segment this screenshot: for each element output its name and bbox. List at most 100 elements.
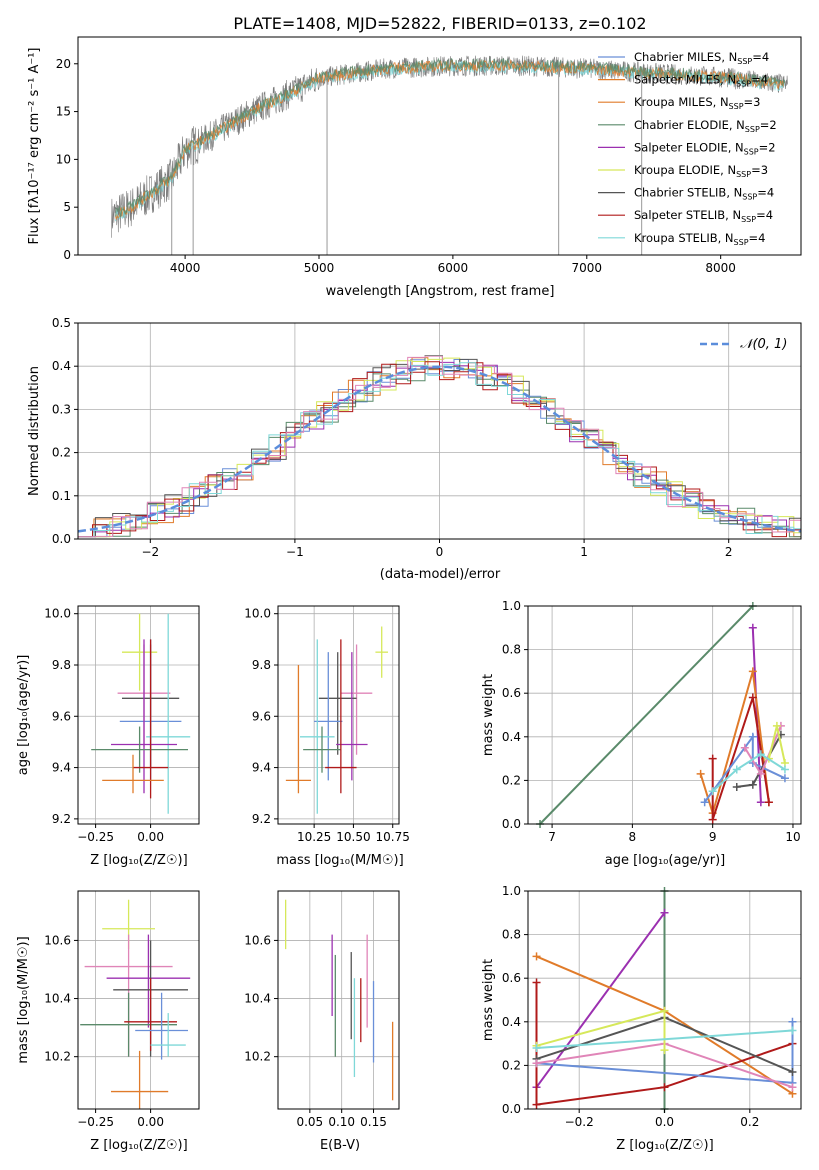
errorbar-point (285, 664, 311, 794)
x-tick-label: 10.75 (376, 830, 410, 844)
x-tick-label: 0.10 (328, 1115, 355, 1129)
z-mass-xlabel: Z [log₁₀(Z/Z☉)] (90, 1138, 187, 1153)
ebv-mass-panel: 0.05 0.10 0.15 10.2 10.4 10.6 E(B-V) (244, 890, 400, 1153)
legend-label: Salpeter STELIB, NSSP=4 (634, 208, 773, 224)
age-weight-lines (536, 602, 789, 828)
errorbar-point (303, 726, 341, 773)
legend-label: Salpeter MILES, NSSP=4 (634, 73, 768, 89)
y-tick-label: 0.2 (502, 1058, 521, 1072)
y-tick-label: 9.8 (252, 658, 271, 672)
x-tick-label: 8 (629, 830, 637, 844)
weight-marker (748, 693, 757, 702)
y-tick-label: 0.0 (52, 532, 71, 546)
errorbar-point (80, 992, 177, 1057)
y-tick-label: 10.0 (44, 607, 71, 621)
weight-marker (788, 1026, 797, 1035)
x-tick-label: −2 (141, 545, 159, 559)
y-tick-label: 9.6 (52, 709, 71, 723)
weight-marker (732, 765, 741, 774)
y-tick-label: 10.6 (244, 933, 271, 947)
x-tick-label: 5000 (304, 261, 335, 275)
weight-series-line (535, 912, 666, 1088)
mass-age-errorbars (285, 626, 388, 814)
x-tick-label: 0.0 (655, 1115, 674, 1129)
y-tick-label: 0.6 (502, 686, 521, 700)
errorbar-point (91, 726, 188, 773)
spectrum-ylabel: Flux [fλ10⁻¹⁷ erg cm⁻² s⁻¹ A⁻¹] (27, 48, 42, 245)
age-weight-ylabel: mass weight (481, 674, 496, 756)
y-tick-label: 10 (56, 152, 71, 166)
z-age-ylabel: age [log₁₀(age/yr)] (16, 655, 31, 776)
legend-label: Chabrier MILES, NSSP=4 (634, 50, 769, 66)
y-tick-label: 0.3 (52, 402, 71, 416)
y-tick-label: 0.8 (502, 928, 521, 942)
z-mass-errorbars (80, 899, 191, 1109)
z-weight-lines (532, 887, 797, 1113)
weight-marker (780, 765, 789, 774)
x-tick-label: 10.50 (336, 830, 370, 844)
legend-label: Salpeter ELODIE, NSSP=2 (634, 140, 776, 156)
weight-series-line (712, 753, 786, 793)
y-tick-label: 9.2 (252, 812, 271, 826)
weight-marker (708, 787, 717, 796)
weight-series-line (767, 725, 786, 764)
weight-marker (732, 782, 741, 791)
x-tick-label: −0.25 (77, 830, 114, 844)
errorbar-point (135, 992, 188, 1060)
y-tick-label: 10.4 (44, 992, 71, 1006)
age-weight-xlabel: age [log₁₀(age/yr)] (605, 853, 726, 868)
y-tick-label: 10.0 (244, 607, 271, 621)
spectrum-title: PLATE=1408, MJD=52822, FIBERID=0133, z=0… (233, 14, 646, 33)
errorbar-point (318, 652, 357, 755)
z-weight-panel: −0.2 0.0 0.2 0.0 0.2 0.4 0.6 0.8 1.0 Z [log₁₀(Z/… (481, 884, 802, 1153)
y-tick-label: 0.8 (502, 643, 521, 657)
x-tick-label: 2 (725, 545, 733, 559)
x-tick-label: 0.05 (296, 1115, 323, 1129)
z-age-panel: −0.25 0.00 9.2 9.4 9.6 9.8 10.0 Z [log₁₀(Z/Z☉)… (16, 605, 200, 868)
residual-histogram-step (78, 361, 801, 538)
age-weight-panel: 7 8 9 10 0.0 0.2 0.4 0.6 0.8 1.0 age [log₁₀(age/y… (481, 599, 802, 868)
gaussian-legend-label: 𝒩(0, 1) (740, 337, 787, 352)
errorbar-point (146, 613, 191, 814)
weight-marker (772, 721, 781, 730)
y-tick-label: 0 (63, 248, 71, 262)
errorbar-point (150, 1013, 186, 1057)
spectrum-panel: 4000 5000 6000 7000 8000 0 5 10 15 20 PLATE=1408,… (27, 14, 802, 299)
y-tick-label: 20 (56, 57, 71, 71)
y-tick-label: 10.2 (244, 1050, 271, 1064)
x-tick-label: 0.00 (137, 1115, 164, 1129)
gaussian-legend: 𝒩(0, 1) (700, 337, 787, 352)
z-mass-frame (77, 890, 200, 1110)
weight-series-line (703, 733, 786, 803)
errorbar-point (325, 639, 357, 794)
residual-histograms (77, 355, 802, 538)
weight-marker (696, 769, 705, 778)
x-tick-label: 10 (785, 830, 800, 844)
y-tick-label: 10.2 (44, 1050, 71, 1064)
weight-marker (660, 1083, 669, 1092)
residual-ylabel: Normed distribution (27, 366, 42, 496)
residual-histogram-panel: −2 −1 0 1 2 0.0 0.1 0.2 0.3 0.4 0.5 (data-model)/e… (27, 316, 802, 582)
weight-marker (532, 1043, 541, 1052)
x-tick-label: −0.25 (77, 1115, 114, 1129)
spectrum-lines (111, 55, 788, 255)
y-tick-label: 1.0 (502, 884, 521, 898)
x-tick-label: 1 (580, 545, 588, 559)
residual-xlabel: (data-model)/error (380, 567, 501, 582)
errorbar-point (375, 626, 388, 678)
residual-histogram-step (78, 355, 801, 538)
y-tick-label: 0.4 (52, 359, 71, 373)
weight-marker (532, 1059, 541, 1068)
weight-marker (756, 798, 765, 807)
weight-marker (532, 1100, 541, 1109)
weight-marker (700, 798, 709, 807)
weight-marker (788, 1083, 797, 1092)
weight-marker (740, 743, 749, 752)
y-tick-label: 0.2 (52, 446, 71, 460)
errorbar-point (133, 639, 169, 799)
y-tick-label: 9.4 (52, 761, 71, 775)
mass-age-frame (277, 605, 400, 825)
spectrum-xlabel: wavelength [Angstrom, rest frame] (326, 284, 555, 299)
z-mass-ylabel: mass [log₁₀(M/M☉)] (16, 936, 31, 1063)
